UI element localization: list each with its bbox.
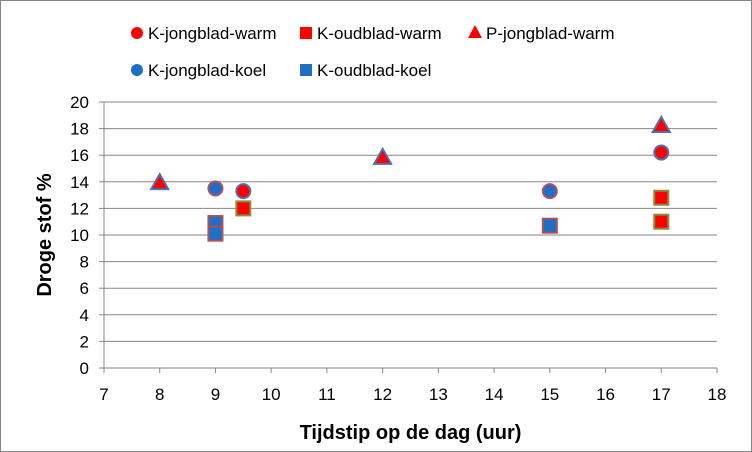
point-K-jongblad-warm-1 [653, 144, 670, 161]
x-tick-label-17: 17 [652, 385, 671, 404]
data-points [149, 114, 672, 242]
x-tick-label-10: 10 [262, 385, 281, 404]
x-axis-title: Tijdstip op de dag (uur) [300, 422, 522, 444]
y-tick-label-16: 16 [70, 146, 89, 165]
legend-item-K-oudblad-koel: K-oudblad-koel [300, 61, 431, 80]
x-tick-label-14: 14 [485, 385, 504, 404]
legend-item-K-jongblad-koel: K-jongblad-koel [131, 61, 266, 80]
point-K-jongblad-warm-0 [235, 183, 252, 200]
legend: K-jongblad-warm K-oudblad-warm P-jongblad-… [131, 24, 615, 80]
x-tick-label-13: 13 [429, 385, 448, 404]
y-tick-label-6: 6 [80, 279, 89, 298]
y-tick-label-8: 8 [80, 253, 89, 272]
legend-item-K-jongblad-warm: K-jongblad-warm [131, 24, 277, 43]
y-tick-labels: 0 2 4 6 8 10 12 14 16 18 20 [70, 93, 89, 378]
y-tick-label-20: 20 [70, 93, 89, 112]
x-tick-label-18: 18 [708, 385, 727, 404]
point-P-jongblad-warm-2 [651, 114, 672, 133]
legend-marker-square [300, 64, 312, 76]
axes [99, 101, 718, 373]
x-tick-label-9: 9 [211, 385, 220, 404]
legend-marker-triangle [468, 25, 482, 38]
point-K-jongblad-koel-0 [207, 180, 224, 197]
y-tick-label-18: 18 [70, 120, 89, 139]
y-axis-title: Droge stof % [34, 173, 56, 297]
x-tick-label-15: 15 [540, 385, 559, 404]
legend-marker-circle [131, 64, 143, 76]
y-tick-label-10: 10 [70, 226, 89, 245]
y-tick-label-14: 14 [70, 173, 89, 192]
point-K-oudblad-warm-0 [235, 200, 252, 217]
legend-label: K-oudblad-warm [317, 24, 442, 43]
point-K-oudblad-warm-2 [653, 213, 670, 230]
legend-label: P-jongblad-warm [486, 24, 615, 43]
point-K-oudblad-koel-1 [207, 225, 224, 242]
y-tick-label-4: 4 [80, 306, 89, 325]
x-tick-label-8: 8 [155, 385, 164, 404]
x-tick-label-11: 11 [318, 385, 336, 404]
legend-item-P-jongblad-warm: P-jongblad-warm [468, 24, 615, 43]
x-tick-labels: 7 8 9 10 11 12 13 14 15 16 17 18 [99, 385, 726, 404]
y-tick-label-2: 2 [80, 332, 89, 351]
y-tick-label-12: 12 [70, 199, 89, 218]
point-P-jongblad-warm-0 [149, 172, 170, 191]
x-tick-label-16: 16 [596, 385, 615, 404]
gridlines [104, 101, 717, 342]
point-P-jongblad-warm-1 [372, 146, 393, 165]
y-tick-label-0: 0 [80, 359, 89, 378]
legend-label: K-jongblad-koel [148, 61, 266, 80]
x-tick-label-12: 12 [373, 385, 392, 404]
legend-item-K-oudblad-warm: K-oudblad-warm [300, 24, 442, 43]
point-K-oudblad-koel-2 [541, 217, 558, 234]
x-tick-label-7: 7 [99, 385, 108, 404]
legend-marker-square [300, 27, 312, 39]
legend-label: K-jongblad-warm [148, 24, 277, 43]
point-K-jongblad-koel-1 [541, 183, 558, 200]
point-K-oudblad-warm-1 [653, 189, 670, 206]
legend-marker-circle [131, 27, 143, 39]
legend-label: K-oudblad-koel [317, 61, 431, 80]
